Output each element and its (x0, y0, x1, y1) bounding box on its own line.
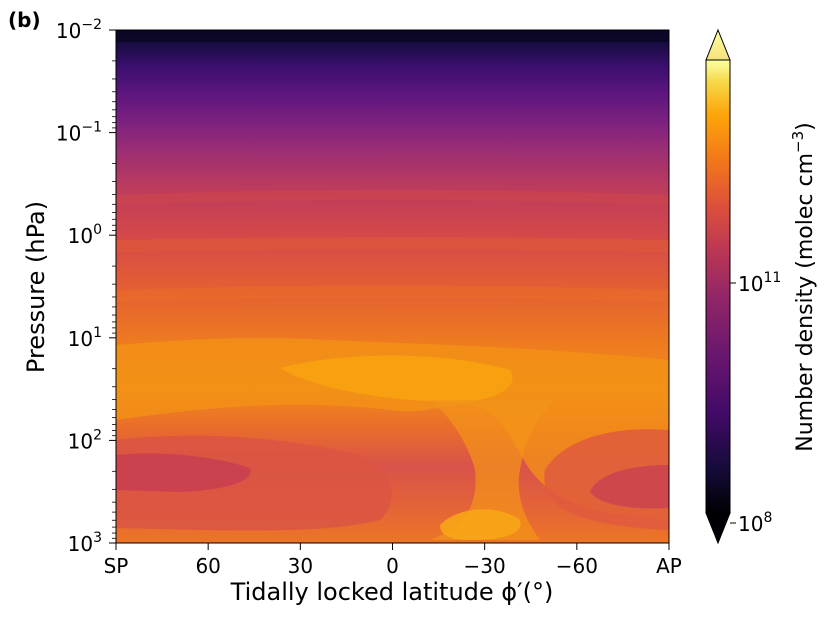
colorbar-label-exp: −3 (789, 131, 807, 153)
field-top-band (116, 30, 669, 42)
colorbar-frame (705, 59, 731, 514)
field-band-upper-2 (116, 237, 669, 252)
x-tick-label: 0 (386, 554, 399, 578)
y-tick-label-base: 10 (68, 224, 93, 248)
colorbar-tick-label-exponent: 8 (763, 510, 772, 526)
y-tick-label-exponent: 0 (93, 222, 102, 238)
y-tick-label: 10−1 (56, 120, 102, 146)
field-left-low-core (116, 453, 251, 492)
colorbar-tick-label-exponent: 11 (763, 270, 781, 286)
colorbar-label-close: ) (793, 122, 818, 131)
contour-field (116, 30, 669, 543)
colorbar-extend-top (705, 28, 731, 61)
y-tick-label: 100 (68, 222, 102, 248)
y-tick-label-exponent: −2 (81, 17, 102, 33)
colorbar-tick-label: 108 (738, 510, 772, 536)
y-tick-label-base: 10 (68, 429, 93, 453)
y-tick-label-base: 10 (56, 122, 81, 146)
field-band-upper-1 (116, 189, 669, 205)
colorbar (705, 28, 731, 545)
colorbar-label: Number density (molec cm−3) (789, 122, 818, 451)
x-tick-label: 30 (288, 554, 313, 578)
x-axis-label: Tidally locked latitude ϕ′(°) (230, 578, 554, 606)
x-tick-label: AP (656, 554, 682, 578)
colorbar-tick-label: 1011 (738, 270, 781, 296)
x-tick-label: −30 (464, 554, 506, 578)
y-tick-label-base: 10 (68, 327, 93, 351)
x-axis-ticks: SP 60 30 0 −30 −60 AP (104, 543, 682, 578)
colorbar-body (706, 60, 730, 513)
field-surface-core (440, 509, 521, 540)
colorbar-extend-bottom (705, 512, 731, 545)
colorbar-tick-label-base: 10 (738, 512, 763, 536)
field-mid-column (430, 400, 555, 540)
y-tick-label-exponent: 1 (93, 325, 102, 341)
colorbar-label-main: Number density (molec cm (793, 153, 818, 452)
panel-label: (b) (8, 8, 41, 32)
y-tick-label: 102 (68, 427, 102, 453)
y-tick-label: 10−2 (56, 17, 102, 43)
y-tick-label: 101 (68, 325, 102, 351)
y-tick-label: 103 (68, 530, 102, 556)
field-max-core (280, 355, 513, 402)
x-tick-label: 60 (195, 554, 220, 578)
field-max-tongue (116, 337, 669, 520)
x-tick-label: SP (104, 554, 129, 578)
y-tick-label-base: 10 (68, 532, 93, 556)
y-tick-label-base: 10 (56, 19, 81, 43)
colorbar-tick-label-base: 10 (738, 272, 763, 296)
y-tick-label-exponent: 3 (93, 530, 102, 546)
y-tick-label-exponent: −1 (81, 120, 102, 136)
field-right-low-core (590, 465, 669, 509)
y-axis-label: Pressure (hPa) (22, 201, 50, 373)
field-band-mid (116, 285, 669, 302)
x-tick-label: −60 (556, 554, 598, 578)
y-tick-label-exponent: 2 (93, 427, 102, 443)
